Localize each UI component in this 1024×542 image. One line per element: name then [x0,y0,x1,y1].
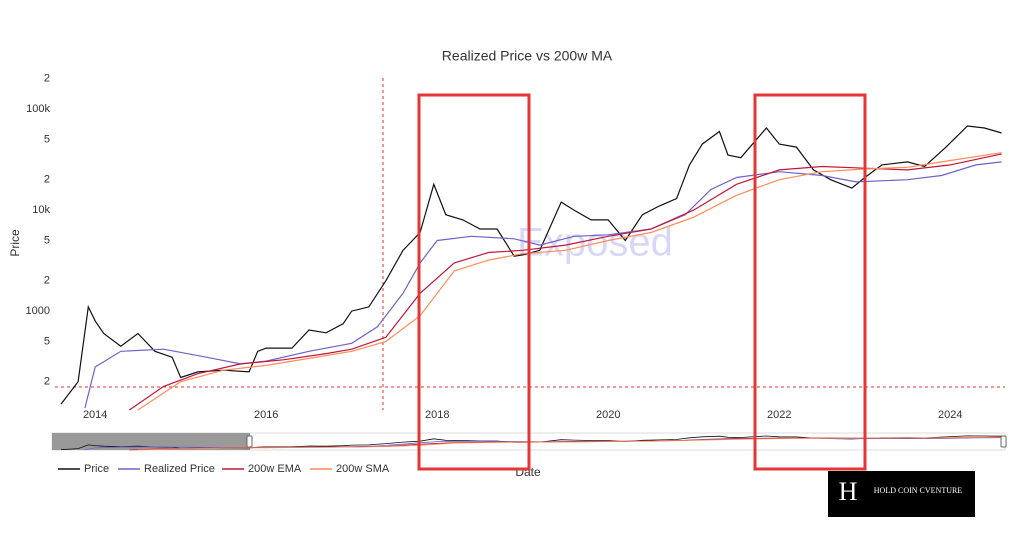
y-tick-label: 5 [44,133,50,145]
y-tick-label: 2 [44,73,50,85]
series-line [129,153,1002,411]
y-tick-label: 5 [44,234,50,246]
y-tick-label: 1000 [26,305,50,317]
x-tick-label: 2024 [938,409,962,421]
logo [828,471,975,517]
series-line [137,152,1002,411]
legend-label: Price [84,463,109,475]
chart-title: Realized Price vs 200w MA [442,48,613,64]
logo-icon: H [839,477,858,506]
legend-label: 200w SMA [336,463,390,475]
logo-text: HOLD COIN CVENTURE [874,486,963,495]
plot-lines [60,125,1002,411]
range-handle[interactable] [246,435,253,448]
x-tick-label: 2020 [596,409,620,421]
y-tick-label: 2 [44,174,50,186]
x-tick-label: 2022 [767,409,791,421]
x-tick-label: 2018 [425,409,449,421]
range-handle[interactable] [1000,435,1007,448]
watermark: Exposed [517,221,673,265]
range-slider-line [137,436,1002,451]
y-tick-label: 5 [44,335,50,347]
legend-label: Realized Price [144,463,215,475]
x-tick-label: 2014 [83,409,107,421]
plot-background [4,42,1020,500]
highlight-box [753,93,867,471]
series-line [84,161,1002,409]
legend-label: 200w EMA [248,463,302,475]
y-tick-label: 2 [44,275,50,287]
y-tick-label: 10k [32,204,50,216]
y-tick-label: 100k [26,103,50,115]
y-axis-label: Price [8,229,22,257]
y-tick-label: 2 [44,376,50,388]
highlight-box [417,93,531,471]
x-tick-label: 2016 [254,409,278,421]
series-line [60,125,1002,405]
range-slider-lines [60,435,1002,451]
